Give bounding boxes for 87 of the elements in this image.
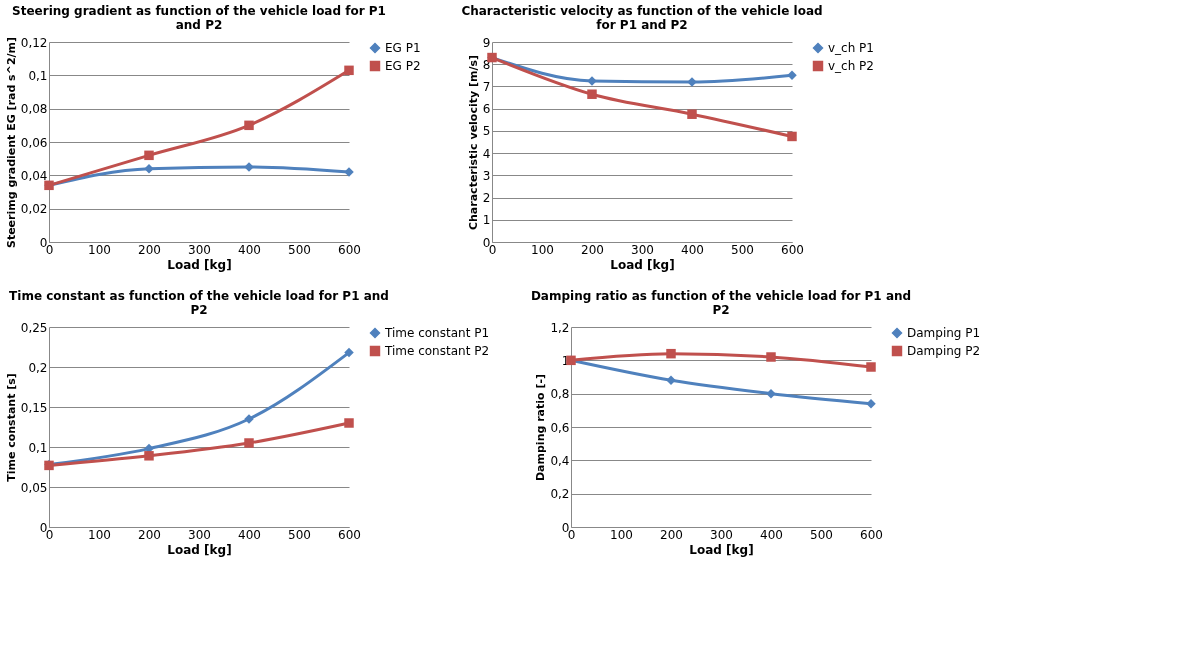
- x-tick-label: 200: [138, 242, 161, 257]
- point: [787, 70, 797, 81]
- x-tick-label: 400: [238, 527, 261, 542]
- y-tick-label: 0,25: [20, 320, 48, 335]
- x-axis-title: Load [kg]: [689, 542, 754, 557]
- x-tick-label: 100: [610, 527, 633, 542]
- chart-title: Time constant as function of the vehicle load for P1 and P2: [9, 289, 389, 317]
- x-tick-label: 500: [288, 242, 311, 257]
- y-tick-label: 0,06: [20, 135, 48, 150]
- point: [766, 352, 776, 362]
- point: [866, 362, 876, 372]
- x-tick-label: 500: [288, 527, 311, 542]
- point: [344, 65, 354, 76]
- y-axis-title: Damping ratio [-]: [534, 373, 548, 482]
- legend-label: v_ch P2: [828, 59, 874, 73]
- point: [144, 150, 154, 161]
- y-tick-label: 5: [482, 124, 491, 139]
- y-tick-label: 1,2: [550, 320, 570, 335]
- y-axis-title: Steerimg gradient EG [rad s^2/m]: [4, 36, 18, 249]
- x-axis-title: Load [kg]: [167, 257, 232, 272]
- y-tick-label: 0,08: [20, 102, 48, 117]
- y-tick-label: 0,04: [20, 168, 48, 183]
- x-axis-title: Load [kg]: [610, 257, 675, 272]
- y-tick-label: 3: [482, 168, 491, 183]
- point: [344, 418, 354, 428]
- point: [244, 438, 254, 448]
- y-tick-label: 0,1: [28, 68, 48, 83]
- point: [666, 348, 676, 359]
- x-tick-label: 600: [338, 242, 361, 257]
- x-tick-label: 500: [810, 527, 833, 542]
- legend-label: v_ch P1: [828, 41, 874, 55]
- y-tick-label: 0,2: [28, 360, 48, 375]
- x-tick-label: 400: [681, 242, 704, 257]
- x-tick-label: 300: [710, 527, 733, 542]
- legend-label: Damping P1: [907, 326, 981, 340]
- y-tick-label: 9: [482, 35, 491, 50]
- point: [687, 109, 697, 119]
- y-tick-label: 0,8: [550, 387, 570, 402]
- chart-title: Characteristic velocity as function of the vehicle load for P1 and P2: [461, 4, 823, 32]
- y-axis-title: Time constant [s]: [4, 373, 18, 482]
- x-tick-label: 200: [138, 527, 161, 542]
- y-tick-label: 1: [482, 213, 491, 228]
- legend-label: EG P2: [385, 59, 421, 73]
- y-tick-label: 0,4: [550, 453, 570, 468]
- point: [666, 375, 676, 386]
- x-tick-label: 100: [531, 242, 554, 257]
- chart-title: Steering gradient as function of the vehicle load for P1 and P2: [12, 4, 386, 32]
- y-axis-title: Characteristic velocity [m/s]: [466, 54, 480, 231]
- point: [766, 388, 776, 399]
- point: [866, 398, 876, 409]
- x-tick-label: 600: [338, 527, 361, 542]
- legend-label: Time constant P1: [384, 326, 490, 340]
- x-tick-label: 300: [188, 527, 211, 542]
- legend-label: EG P1: [385, 41, 421, 55]
- x-tick-label: 600: [781, 242, 804, 257]
- x-tick-label: 200: [581, 242, 604, 257]
- y-tick-label: 6: [482, 102, 491, 117]
- point: [787, 131, 797, 142]
- y-tick-label: 8: [482, 57, 491, 72]
- point: [144, 163, 154, 174]
- x-tick-label: 100: [88, 242, 111, 257]
- y-tick-label: 0,6: [550, 420, 570, 435]
- y-tick-label: 7: [482, 79, 491, 94]
- point: [587, 89, 597, 99]
- point: [144, 451, 154, 461]
- x-tick-label: 600: [860, 527, 883, 542]
- y-tick-label: 2: [482, 191, 491, 206]
- x-tick-label: 300: [188, 242, 211, 257]
- chart-title: Damping ratio as function of the vehicle load for P1 and P2: [530, 289, 912, 317]
- y-tick-label: 0,2: [550, 487, 570, 502]
- x-tick-label: 500: [731, 242, 754, 257]
- y-tick-label: 0,12: [20, 35, 48, 50]
- legend-label: Damping P2: [907, 344, 981, 358]
- point: [344, 347, 354, 358]
- x-axis-title: Load [kg]: [167, 542, 232, 557]
- y-tick-label: 0,05: [20, 480, 48, 495]
- x-tick-label: 100: [88, 527, 111, 542]
- x-tick-label: 200: [660, 527, 683, 542]
- y-tick-label: 4: [482, 146, 491, 161]
- x-tick-label: 300: [631, 242, 654, 257]
- legend-label: Time constant P2: [384, 344, 490, 358]
- y-tick-label: 0,02: [20, 202, 48, 217]
- y-tick-label: 0,15: [20, 400, 48, 415]
- y-tick-label: 0,1: [28, 440, 48, 455]
- point: [244, 120, 254, 131]
- x-tick-label: 400: [238, 242, 261, 257]
- x-tick-label: 400: [760, 527, 783, 542]
